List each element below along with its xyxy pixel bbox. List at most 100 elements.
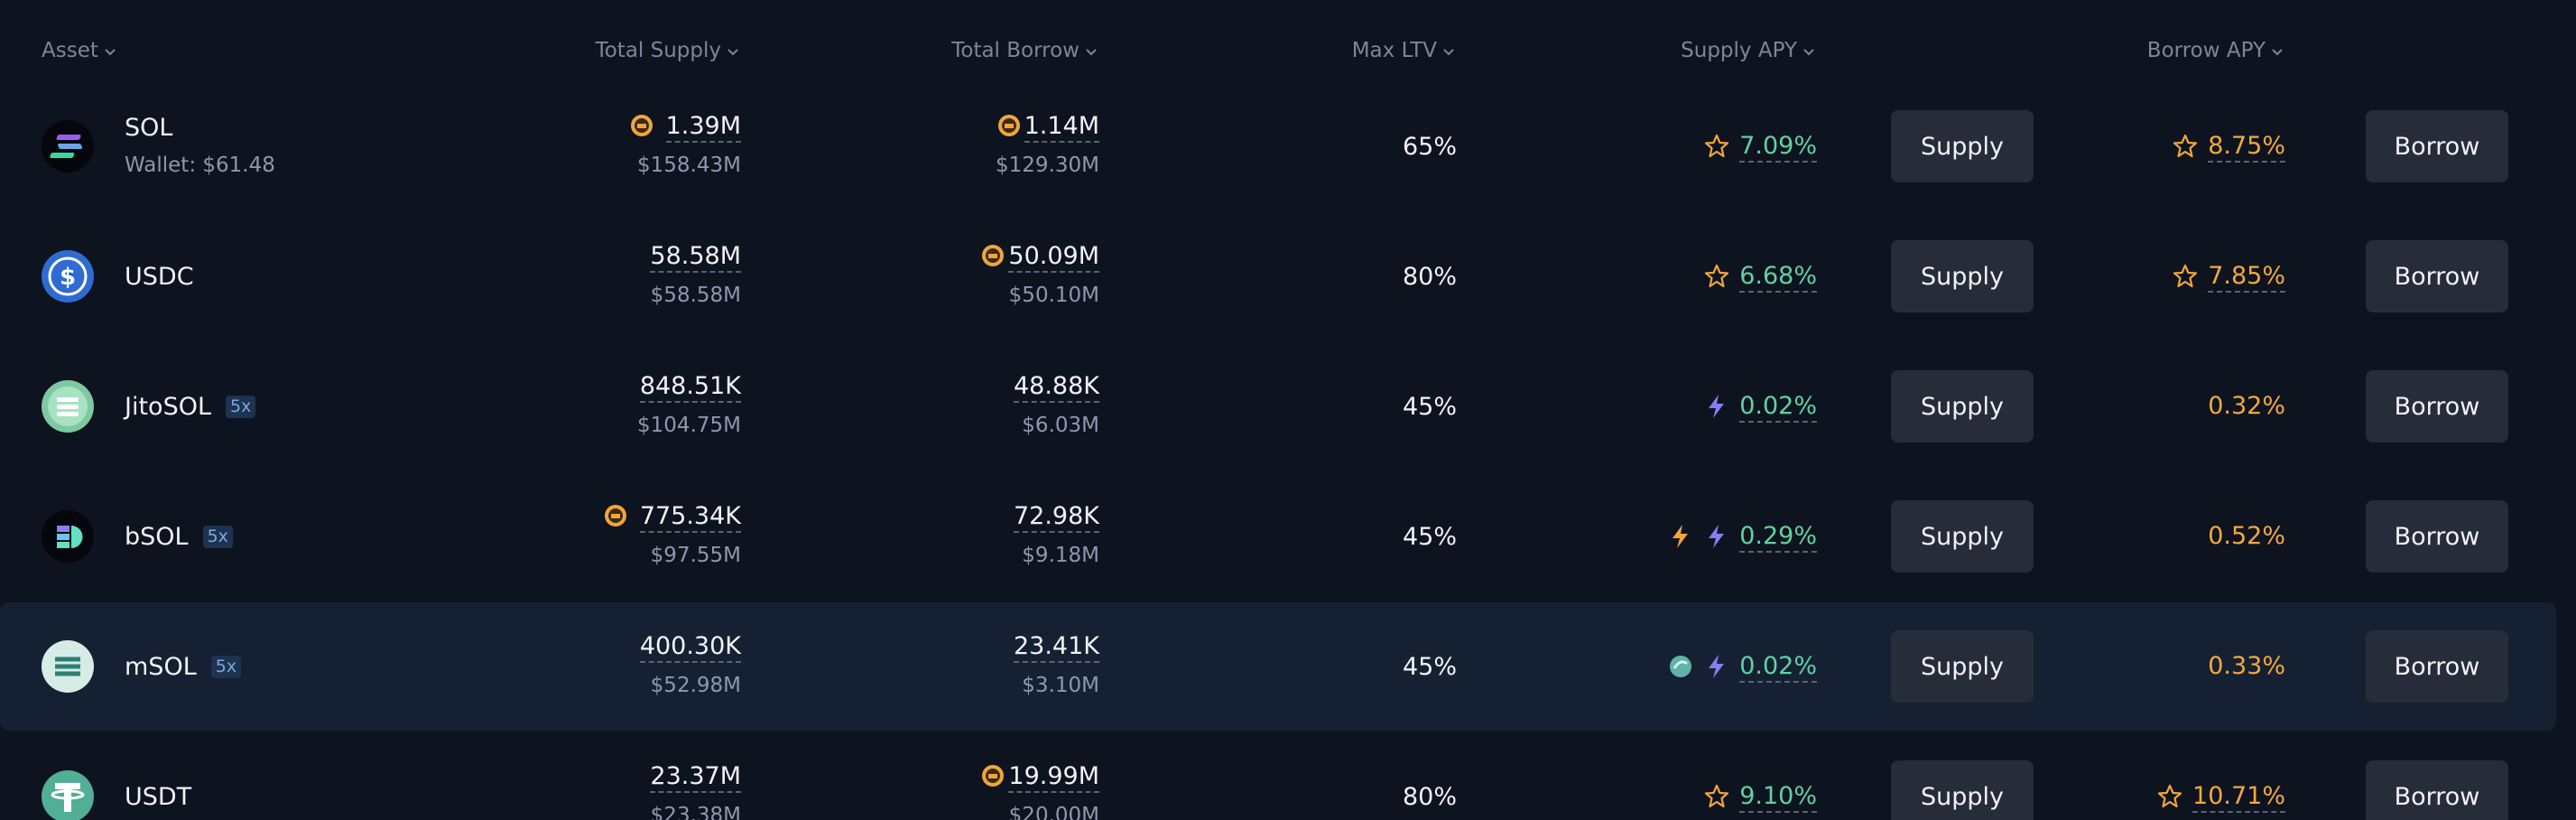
total-borrow: 23.41K bbox=[1013, 634, 1099, 663]
total-borrow-usd: $50.10M bbox=[1008, 284, 1099, 307]
total-borrow-usd: $129.30M bbox=[996, 154, 1099, 177]
borrow-apy: 7.85% bbox=[2208, 264, 2285, 293]
supply-apy: 9.10% bbox=[1739, 784, 1817, 813]
borrow-apy: 10.71% bbox=[2192, 784, 2285, 813]
sort-chevron bbox=[1443, 49, 1454, 56]
total-borrow-usd: $20.00M bbox=[1008, 804, 1099, 820]
column-header[interactable]: Total Supply bbox=[595, 39, 721, 62]
max-ltv: 65% bbox=[1402, 133, 1457, 161]
coin-icon bbox=[630, 115, 653, 136]
coin-icon bbox=[997, 115, 1020, 136]
asset-icon bbox=[42, 380, 94, 433]
supply-apy: 6.68% bbox=[1739, 264, 1817, 293]
leverage-badge: 5x bbox=[210, 656, 242, 678]
supply-apy: 0.29% bbox=[1739, 524, 1817, 553]
total-supply-usd: $97.55M bbox=[650, 544, 741, 567]
column-header[interactable]: Supply APY bbox=[1681, 39, 1797, 62]
asset-icon bbox=[42, 770, 94, 820]
total-supply: 58.58M bbox=[650, 244, 741, 273]
total-borrow: 48.88K bbox=[1013, 374, 1099, 403]
total-supply: 848.51K bbox=[639, 374, 741, 403]
sort-chevron bbox=[105, 49, 116, 56]
total-supply: 775.34K bbox=[639, 504, 741, 533]
asset-icon: $ bbox=[42, 250, 94, 303]
supply-button[interactable]: Supply bbox=[1891, 240, 2034, 312]
max-ltv: 80% bbox=[1402, 263, 1457, 291]
reward-icon bbox=[1670, 656, 1692, 677]
column-header[interactable]: Borrow APY bbox=[2146, 39, 2266, 62]
total-supply-usd: $158.43M bbox=[637, 154, 741, 177]
asset-name: USDC bbox=[125, 263, 194, 291]
column-header[interactable]: Max LTV bbox=[1351, 39, 1437, 62]
asset-icon bbox=[42, 510, 94, 563]
svg-text:$: $ bbox=[60, 264, 76, 291]
reward-icon bbox=[1705, 134, 1729, 158]
supply-button[interactable]: Supply bbox=[1891, 760, 2034, 820]
supply-apy: 0.02% bbox=[1739, 654, 1817, 683]
borrow-apy: 0.32% bbox=[2208, 392, 2285, 420]
total-borrow-usd: $6.03M bbox=[1022, 414, 1099, 437]
asset-icon bbox=[42, 640, 94, 693]
asset-icon bbox=[42, 120, 94, 172]
coin-icon bbox=[982, 245, 1005, 266]
column-header[interactable]: Asset bbox=[42, 39, 98, 62]
asset-name: SOL bbox=[125, 114, 173, 142]
total-supply-usd: $58.58M bbox=[650, 284, 741, 307]
coin-icon bbox=[604, 505, 626, 526]
borrow-button[interactable]: Borrow bbox=[2366, 110, 2508, 182]
borrow-apy: 8.75% bbox=[2208, 134, 2285, 163]
total-supply-usd: $23.38M bbox=[650, 804, 741, 820]
supply-button[interactable]: Supply bbox=[1891, 370, 2034, 443]
reward-icon bbox=[1705, 264, 1729, 288]
sort-chevron bbox=[1803, 49, 1814, 56]
row-highlight bbox=[0, 602, 2556, 731]
borrow-button[interactable]: Borrow bbox=[2366, 760, 2508, 820]
total-borrow: 72.98K bbox=[1013, 504, 1099, 533]
leverage-badge: 5x bbox=[202, 526, 233, 548]
total-supply-usd: $52.98M bbox=[650, 674, 741, 697]
wallet-balance: Wallet: $61.48 bbox=[125, 154, 275, 177]
reward-icon bbox=[1705, 784, 1729, 808]
total-supply-usd: $104.75M bbox=[637, 414, 741, 437]
borrow-button[interactable]: Borrow bbox=[2366, 630, 2508, 703]
borrow-button[interactable]: Borrow bbox=[2366, 370, 2508, 443]
max-ltv: 80% bbox=[1402, 783, 1457, 811]
supply-button[interactable]: Supply bbox=[1891, 110, 2034, 182]
borrow-button[interactable]: Borrow bbox=[2366, 240, 2508, 312]
borrow-apy: 0.52% bbox=[2208, 522, 2285, 550]
asset-name: USDT bbox=[125, 783, 192, 811]
sort-chevron bbox=[727, 49, 738, 56]
total-borrow: 50.09M bbox=[1008, 244, 1099, 273]
max-ltv: 45% bbox=[1402, 523, 1457, 551]
coin-icon bbox=[982, 765, 1005, 787]
reward-icon bbox=[1673, 525, 1689, 548]
total-supply: 1.39M bbox=[665, 114, 741, 143]
total-borrow-usd: $9.18M bbox=[1022, 544, 1099, 567]
max-ltv: 45% bbox=[1402, 393, 1457, 421]
borrow-button[interactable]: Borrow bbox=[2366, 500, 2508, 573]
reward-icon bbox=[1709, 395, 1725, 418]
total-borrow: 19.99M bbox=[1008, 764, 1099, 793]
sort-chevron bbox=[2272, 49, 2283, 56]
supply-button[interactable]: Supply bbox=[1891, 500, 2034, 573]
max-ltv: 45% bbox=[1402, 653, 1457, 681]
column-header[interactable]: Total Borrow bbox=[951, 39, 1080, 62]
reward-icon bbox=[1709, 655, 1725, 678]
asset-name: mSOL bbox=[125, 653, 197, 681]
asset-name: bSOL bbox=[125, 523, 189, 551]
reward-icon bbox=[1709, 525, 1725, 548]
supply-button[interactable]: Supply bbox=[1891, 630, 2034, 703]
sort-chevron bbox=[1086, 49, 1097, 56]
reward-icon bbox=[2173, 264, 2198, 288]
reward-icon bbox=[2173, 134, 2198, 158]
borrow-apy: 0.33% bbox=[2208, 652, 2285, 680]
total-supply: 23.37M bbox=[650, 764, 741, 793]
total-supply: 400.30K bbox=[639, 634, 741, 663]
leverage-badge: 5x bbox=[226, 396, 256, 418]
reward-icon bbox=[2157, 784, 2182, 808]
asset-name: JitoSOL bbox=[125, 393, 212, 421]
total-borrow-usd: $3.10M bbox=[1022, 674, 1099, 697]
total-borrow: 1.14M bbox=[1024, 114, 1099, 143]
